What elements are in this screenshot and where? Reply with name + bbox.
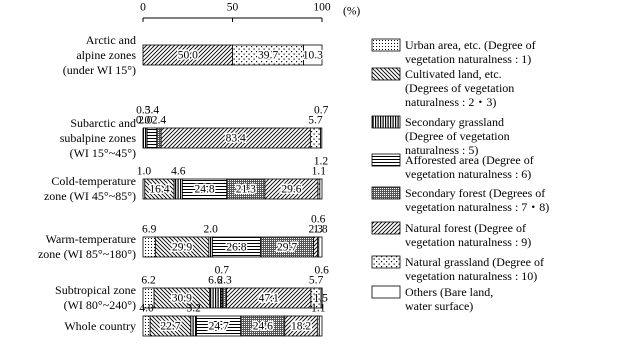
value-label: 0.6 bbox=[311, 214, 326, 226]
bar-segment bbox=[146, 127, 158, 149]
legend-swatch bbox=[371, 186, 401, 200]
value-label: 4.6 bbox=[171, 166, 186, 178]
bar-segment bbox=[318, 236, 323, 258]
bar-segment bbox=[142, 315, 151, 337]
value-label: 1.0 bbox=[137, 166, 152, 178]
bar-segment bbox=[320, 127, 323, 149]
bar-segment bbox=[320, 287, 323, 309]
value-label: 24.7 bbox=[209, 321, 229, 333]
legend-label: Afforested area (Degree of vegetation na… bbox=[405, 153, 534, 181]
value-label: 21.3 bbox=[236, 184, 256, 196]
legend-swatch bbox=[371, 38, 401, 52]
value-label: 22.7 bbox=[160, 321, 180, 333]
value-label: 3.2 bbox=[186, 303, 201, 315]
value-label: 18.2 bbox=[291, 321, 311, 333]
value-label: 5.4 bbox=[145, 105, 160, 117]
x-axis-label: (%) bbox=[343, 6, 360, 18]
bar-segment bbox=[319, 178, 323, 200]
value-label: 4.0 bbox=[139, 303, 154, 315]
value-label: 29.6 bbox=[281, 184, 301, 196]
legend-label: Natural grassland (Degree of vegetation … bbox=[405, 255, 544, 283]
value-label: 83.4 bbox=[226, 133, 246, 145]
value-label: 26.8 bbox=[226, 242, 246, 254]
value-label: 29.9 bbox=[172, 242, 192, 254]
value-label: 10.3 bbox=[303, 50, 323, 62]
category-label: Warm-temperature zone (WI 85°~180°) bbox=[37, 232, 136, 261]
legend-label: Secondary grassland (Degree of vegetatio… bbox=[405, 115, 510, 157]
value-label: 0.7 bbox=[314, 105, 329, 117]
legend-swatch bbox=[371, 67, 401, 81]
legend-swatch bbox=[371, 221, 401, 235]
bar-segment bbox=[209, 287, 222, 309]
legend-swatch bbox=[371, 285, 401, 299]
category-label: Arctic and alpine zones (under WI 15°) bbox=[62, 32, 136, 77]
bar-segment bbox=[318, 315, 323, 337]
value-label: 1.1 bbox=[311, 303, 326, 315]
value-label: 39.7 bbox=[258, 50, 278, 62]
bar-segment bbox=[303, 44, 323, 66]
value-label: 2.4 bbox=[152, 115, 167, 127]
bar-segment bbox=[156, 127, 162, 149]
bar-segment bbox=[222, 287, 227, 309]
value-label: 47.1 bbox=[259, 293, 279, 305]
legend-label: Others (Bare land, water surface) bbox=[405, 285, 494, 313]
bar-segment bbox=[309, 127, 321, 149]
value-label: 24.6 bbox=[253, 321, 273, 333]
value-label: 24.8 bbox=[195, 184, 215, 196]
x-tick-label: 0 bbox=[140, 2, 146, 14]
legend-label: Secondary forest (Degrees of vegetation … bbox=[405, 186, 550, 214]
x-tick-label: 50 bbox=[227, 2, 239, 14]
category-label: Cold-temperature zone (WI 45°~85°) bbox=[43, 174, 136, 203]
value-label: 1.8 bbox=[313, 224, 328, 236]
value-label: 1.1 bbox=[312, 166, 327, 178]
category-label: Subarctic and subalpine zones (WI 15°~45… bbox=[59, 115, 136, 160]
bar-segment bbox=[313, 236, 319, 258]
value-label: 5.7 bbox=[309, 275, 324, 287]
value-label: 16.4 bbox=[149, 184, 169, 196]
value-label: 0.0 bbox=[136, 115, 151, 127]
legend-label: Urban area, etc. (Degree of vegetation n… bbox=[405, 38, 536, 66]
value-label: 29.7 bbox=[277, 242, 297, 254]
value-label: 2.3 bbox=[308, 224, 323, 236]
value-label: 1.2 bbox=[314, 156, 329, 168]
legend-label: Cultivated land, etc. (Degrees of vegeta… bbox=[405, 67, 515, 109]
value-label: 5.7 bbox=[308, 115, 323, 127]
value-label: 2.3 bbox=[217, 275, 232, 287]
value-label: 1.5 bbox=[313, 293, 328, 305]
value-label: 0.7 bbox=[215, 265, 230, 277]
legend-swatch bbox=[371, 255, 401, 269]
value-label: 2.0 bbox=[203, 224, 218, 236]
legend-label: Natural forest (Degree of vegetation nat… bbox=[405, 221, 532, 249]
value-label: 30.9 bbox=[172, 293, 192, 305]
value-label: 6.2 bbox=[141, 275, 156, 287]
bar-segment bbox=[143, 127, 148, 149]
bar-segment bbox=[208, 236, 213, 258]
category-label: Whole country bbox=[64, 318, 136, 333]
category-label: Subtropical zone (WI 80°~240°) bbox=[55, 283, 136, 312]
value-label: 50.0 bbox=[178, 50, 198, 62]
value-label: 2.0 bbox=[138, 115, 153, 127]
value-label: 0.3 bbox=[136, 105, 151, 117]
legend-swatch bbox=[371, 115, 401, 129]
value-label: 0.6 bbox=[314, 265, 329, 277]
x-tick-label: 100 bbox=[313, 2, 331, 14]
bar-segment bbox=[173, 178, 183, 200]
value-label: 6.6 bbox=[208, 275, 223, 287]
legend-swatch bbox=[371, 153, 401, 167]
bar-segment bbox=[142, 236, 156, 258]
bar-segment bbox=[190, 315, 197, 337]
value-label: 6.9 bbox=[142, 224, 157, 236]
